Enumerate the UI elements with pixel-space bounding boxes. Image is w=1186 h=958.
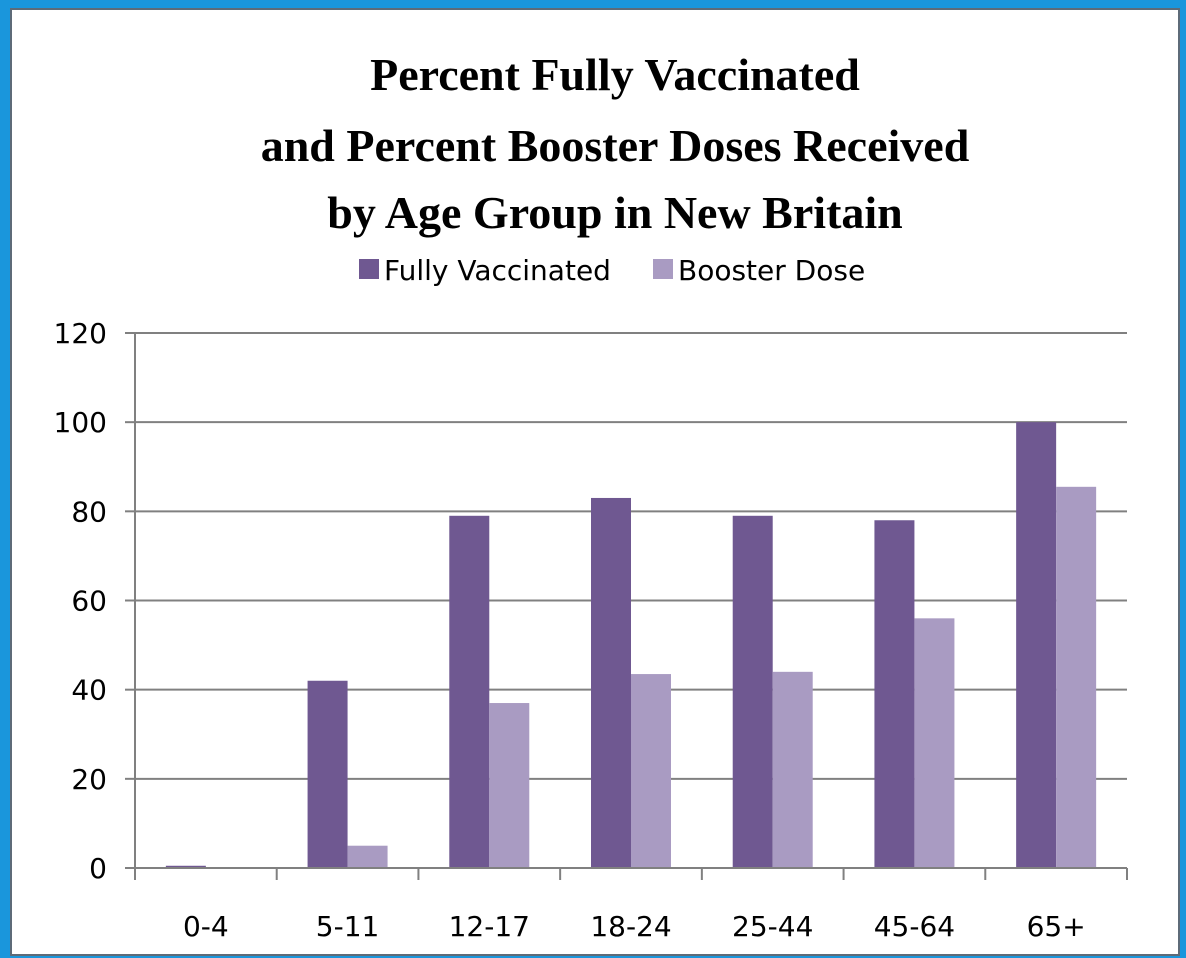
y-tick-label: 100	[54, 406, 107, 439]
x-tick-label: 5-11	[316, 910, 380, 943]
bar-fully-vaccinated-65+	[1016, 422, 1057, 868]
chart-title-line-1: Percent Fully Vaccinated	[370, 49, 860, 100]
x-tick-labels: 0-4 5-11 12-17 18-24 25-44 45-64 65+	[183, 910, 1086, 943]
y-tick-label: 60	[71, 585, 107, 618]
y-tick-label: 120	[54, 317, 107, 350]
bars	[165, 422, 1097, 868]
x-tick-label: 45-64	[874, 910, 955, 943]
y-tick-label: 80	[71, 495, 107, 528]
bar-booster-dose-5-11	[347, 845, 388, 868]
bar-booster-dose-25-44	[772, 671, 813, 868]
bar-fully-vaccinated-45-64	[874, 520, 915, 868]
legend-label-booster-dose: Booster Dose	[678, 254, 865, 287]
chart-title: Percent Fully Vaccinated and Percent Boo…	[261, 49, 970, 238]
legend-swatch-booster-dose	[653, 259, 673, 279]
legend-swatch-fully-vaccinated	[359, 259, 379, 279]
bar-fully-vaccinated-5-11	[307, 680, 348, 868]
y-tick-labels: 0 20 40 60 80 100 120	[54, 317, 107, 885]
chart-title-line-2: and Percent Booster Doses Received	[261, 120, 970, 171]
bar-fully-vaccinated-0-4	[165, 865, 206, 868]
y-tick-label: 20	[71, 763, 107, 796]
x-tick-label: 65+	[1027, 910, 1086, 943]
bar-booster-dose-45-64	[914, 618, 955, 868]
y-tick-label: 0	[89, 852, 107, 885]
bar-booster-dose-65+	[1056, 486, 1097, 868]
y-tick-label: 40	[71, 674, 107, 707]
x-tick-label: 25-44	[732, 910, 813, 943]
bar-fully-vaccinated-12-17	[449, 515, 490, 868]
x-tick-label: 0-4	[183, 910, 229, 943]
bar-booster-dose-12-17	[489, 703, 530, 868]
axes	[125, 332, 1128, 880]
legend: Fully Vaccinated Booster Dose	[359, 254, 865, 287]
chart: Percent Fully Vaccinated and Percent Boo…	[54, 49, 1128, 943]
bar-booster-dose-18-24	[631, 674, 671, 868]
x-tick-label: 18-24	[590, 910, 671, 943]
chart-title-line-3: by Age Group in New Britain	[327, 187, 903, 238]
bar-fully-vaccinated-18-24	[591, 497, 631, 868]
legend-label-fully-vaccinated: Fully Vaccinated	[384, 254, 611, 287]
bar-fully-vaccinated-25-44	[732, 515, 773, 868]
chart-frame: Percent Fully Vaccinated and Percent Boo…	[10, 8, 1180, 956]
x-tick-label: 12-17	[449, 910, 530, 943]
